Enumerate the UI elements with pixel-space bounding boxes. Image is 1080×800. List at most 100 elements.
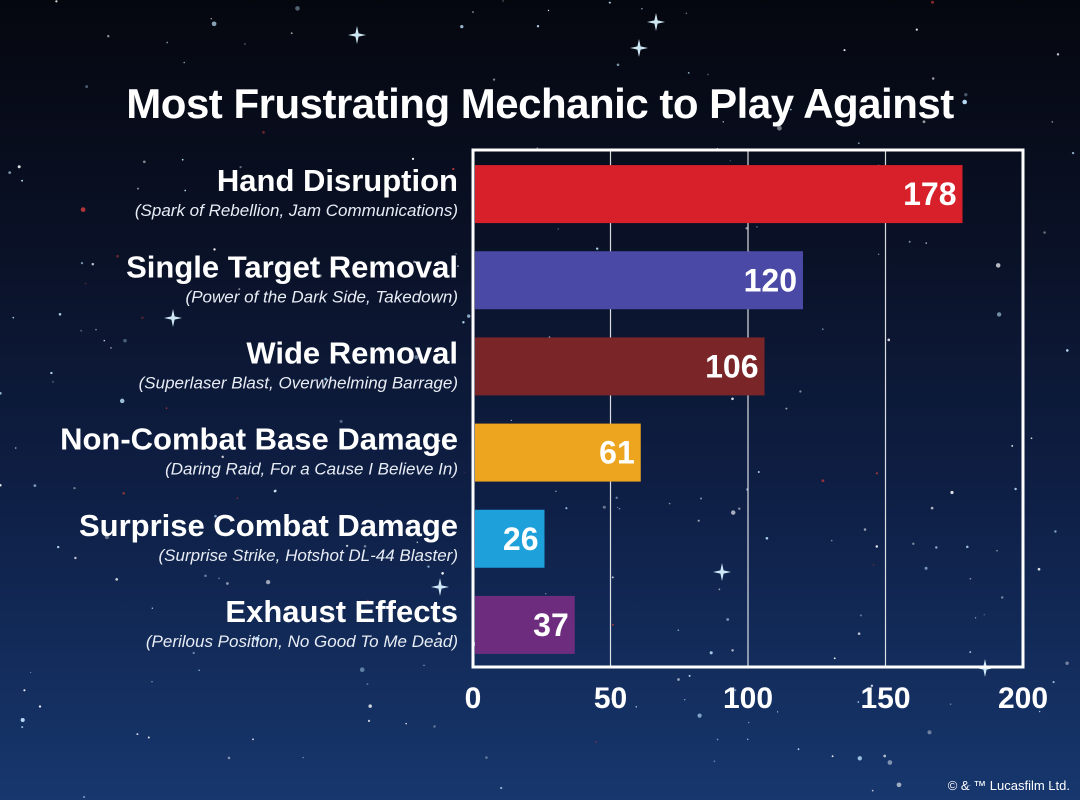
star <box>345 544 349 548</box>
star <box>822 328 824 330</box>
star <box>887 338 891 342</box>
star <box>433 725 436 728</box>
star <box>359 667 365 673</box>
star <box>969 651 972 654</box>
bar <box>475 595 575 654</box>
star <box>462 321 465 324</box>
star <box>608 1 611 4</box>
star <box>460 24 464 29</box>
star <box>115 578 119 581</box>
star <box>726 618 730 621</box>
star <box>930 0 935 4</box>
star <box>1014 487 1017 491</box>
star <box>33 484 37 487</box>
star <box>500 786 503 790</box>
star <box>226 582 229 585</box>
star <box>80 262 84 265</box>
category-label: Hand Disruption <box>217 163 458 198</box>
star <box>84 282 87 285</box>
star <box>414 355 419 360</box>
star <box>870 684 874 688</box>
star <box>464 471 466 473</box>
star <box>123 338 127 343</box>
star <box>213 248 216 251</box>
star <box>799 390 802 393</box>
bar <box>475 423 641 482</box>
star <box>441 571 444 575</box>
star <box>136 187 140 190</box>
star <box>0 483 2 487</box>
star <box>859 614 862 617</box>
star <box>668 502 671 505</box>
star <box>1011 444 1014 447</box>
sparkle-star <box>431 578 449 596</box>
star <box>996 550 998 552</box>
star <box>218 577 220 580</box>
star <box>966 545 969 549</box>
star <box>295 6 300 11</box>
star <box>883 754 887 758</box>
star <box>983 614 985 616</box>
bar-value-label: 26 <box>503 521 539 557</box>
category-subtitle: (Surprise Strike, Hotshot DL-44 Blaster) <box>159 546 459 565</box>
star <box>684 699 686 701</box>
star <box>324 377 327 381</box>
star <box>227 756 231 760</box>
star <box>302 756 304 759</box>
category-subtitle: (Power of the Dark Side, Takedown) <box>186 287 458 306</box>
star <box>756 226 758 228</box>
star <box>0 391 2 395</box>
star <box>731 397 734 401</box>
star <box>707 73 709 76</box>
star <box>210 18 212 20</box>
star <box>58 313 62 316</box>
x-axis-ticks: 0 50 100 150 200 <box>465 682 1048 715</box>
star <box>192 651 195 655</box>
star <box>274 489 277 493</box>
star <box>1051 785 1053 788</box>
star <box>1052 681 1055 684</box>
star <box>969 784 971 787</box>
star <box>38 705 42 708</box>
star <box>437 632 441 636</box>
star <box>1051 121 1054 123</box>
star <box>935 546 938 549</box>
star <box>797 748 800 751</box>
bar <box>475 509 545 568</box>
star <box>555 490 557 492</box>
star <box>616 506 619 509</box>
star <box>699 497 703 500</box>
x-tick-label: 0 <box>465 682 482 715</box>
star <box>427 565 430 568</box>
star <box>811 109 814 111</box>
star <box>887 760 893 765</box>
star <box>738 507 741 510</box>
bar-value-label: 37 <box>533 607 569 643</box>
star <box>1071 151 1075 155</box>
star <box>20 717 25 723</box>
star <box>833 657 836 660</box>
category-label: Exhaust Effects <box>225 594 458 629</box>
star <box>602 505 606 509</box>
star <box>685 12 688 15</box>
star <box>615 496 618 499</box>
star <box>8 171 12 174</box>
bar <box>475 165 963 224</box>
star <box>411 157 415 160</box>
star <box>1000 596 1004 599</box>
star <box>709 651 713 655</box>
bar-value-label: 178 <box>903 176 956 212</box>
star <box>151 607 154 609</box>
star <box>1043 231 1046 234</box>
star <box>931 77 935 80</box>
star <box>21 726 24 729</box>
star <box>239 165 242 169</box>
star <box>502 0 504 2</box>
star <box>789 108 792 111</box>
star <box>747 721 750 724</box>
star <box>73 486 76 490</box>
star <box>290 32 293 35</box>
star <box>95 328 97 331</box>
star <box>119 398 125 404</box>
star <box>885 114 888 117</box>
